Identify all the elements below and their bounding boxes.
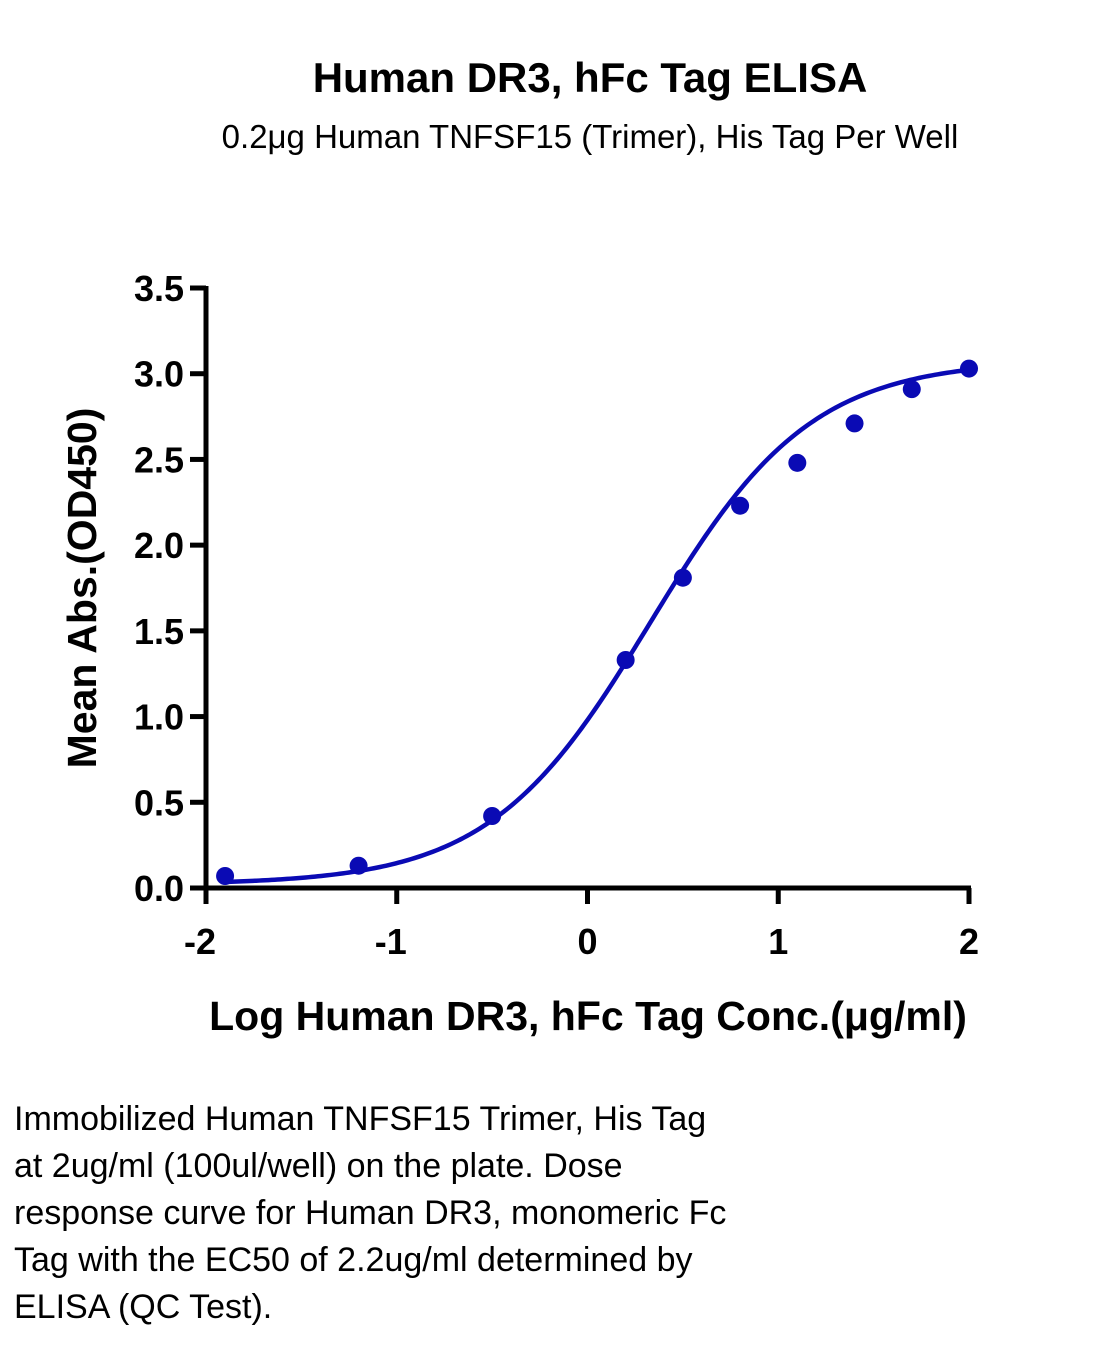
data-point — [216, 867, 235, 885]
x-tick-label: 0 — [577, 921, 597, 962]
data-point — [902, 380, 921, 399]
y-tick-label: 2.5 — [134, 439, 184, 480]
data-point — [349, 856, 368, 875]
data-points — [216, 359, 978, 885]
y-tick-label: 0.5 — [134, 782, 184, 823]
y-tick-label: 0.0 — [134, 868, 184, 909]
fit-curve — [224, 367, 970, 885]
y-axis-ticks: 0.0 0.5 1.0 1.5 2.0 2.5 3.0 3.5 — [134, 268, 206, 909]
x-tick-label: -1 — [375, 921, 407, 962]
x-tick-label: 2 — [959, 921, 979, 962]
x-tick-label: -2 — [184, 921, 216, 962]
y-axis-label: Mean Abs.(OD450) — [59, 408, 105, 769]
data-point — [788, 453, 807, 472]
chart-title: Human DR3, hFc Tag ELISA — [312, 54, 868, 101]
data-point — [731, 496, 750, 515]
chart-subtitle: 0.2μg Human TNFSF15 (Trimer), His Tag Pe… — [221, 118, 959, 155]
y-tick-label: 2.0 — [134, 525, 184, 566]
x-axis-label: Log Human DR3, hFc Tag Conc.(μg/ml) — [209, 993, 967, 1039]
x-axis-ticks: -2 -1 0 1 2 — [184, 888, 979, 962]
data-point — [616, 651, 635, 669]
data-point — [483, 807, 502, 825]
x-tick-label: 1 — [768, 921, 788, 962]
y-tick-label: 3.5 — [134, 268, 184, 309]
data-point — [673, 568, 692, 587]
elisa-chart: 0.0 0.5 1.0 1.5 2.0 2.5 3.0 3.5 -2 -1 0 1 2 Mean Ab… — [59, 268, 979, 1039]
data-point — [960, 359, 978, 378]
y-tick-label: 1.5 — [134, 611, 184, 652]
axes: 0.0 0.5 1.0 1.5 2.0 2.5 3.0 3.5 -2 -1 0 1 2 — [134, 268, 979, 962]
data-point — [845, 414, 864, 433]
y-tick-label: 3.0 — [134, 354, 184, 395]
caption-text: Immobilized Human TNFSF15 Trimer, His Ta… — [14, 1100, 727, 1326]
y-tick-label: 1.0 — [134, 697, 184, 738]
